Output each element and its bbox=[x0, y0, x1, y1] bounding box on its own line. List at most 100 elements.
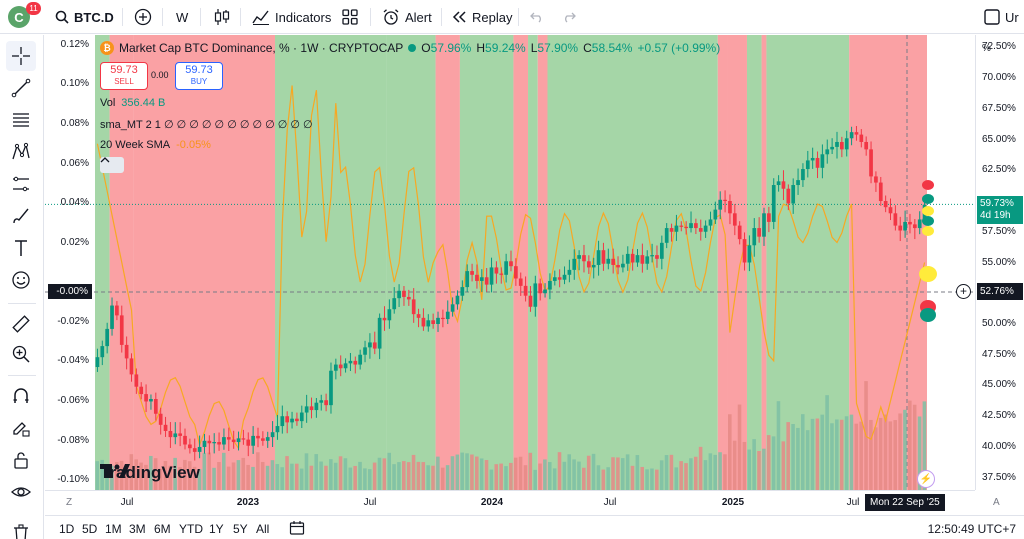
candle-body bbox=[285, 416, 290, 423]
price-chart[interactable] bbox=[45, 35, 975, 490]
candle-body bbox=[144, 394, 148, 402]
interval-button[interactable]: W bbox=[176, 0, 188, 34]
time-axis-label: Jul bbox=[363, 497, 377, 508]
keep-drawing-tool[interactable] bbox=[6, 413, 36, 443]
last-price-value: 59.73% bbox=[980, 198, 1014, 210]
add-alert-button[interactable]: + bbox=[956, 284, 971, 299]
interval-label: W bbox=[176, 9, 189, 25]
auto-scale-toggle[interactable]: A bbox=[993, 497, 1000, 508]
range-button-3m[interactable]: 3M bbox=[129, 522, 146, 536]
range-button-1y[interactable]: 1Y bbox=[209, 522, 224, 536]
redo-button[interactable] bbox=[562, 0, 576, 34]
candle-body bbox=[514, 266, 518, 279]
time-axis[interactable]: Mon 22 Sep '25 Jul 2023 Jul 2024 Jul 2025 Jul bbox=[45, 490, 975, 514]
volume-bar bbox=[202, 453, 207, 490]
symbol-search-button[interactable]: BTC.D bbox=[55, 0, 114, 34]
volume-bar bbox=[192, 466, 197, 490]
volume-bar bbox=[270, 460, 275, 490]
range-button-1d[interactable]: 1D bbox=[59, 522, 75, 536]
projection-tool[interactable] bbox=[6, 169, 36, 199]
fib-tool[interactable] bbox=[6, 105, 36, 135]
sma-mt-legend[interactable]: sma_MT 2 1 ∅ ∅ ∅ ∅ ∅ ∅ ∅ ∅ ∅ ∅ ∅ ∅ bbox=[100, 118, 313, 131]
volume-bar bbox=[299, 468, 304, 490]
candle-body bbox=[869, 149, 873, 177]
candle-body bbox=[129, 358, 134, 375]
volume-bar bbox=[572, 459, 576, 490]
volume-bar bbox=[567, 454, 572, 490]
range-button-5y[interactable]: 5Y bbox=[233, 522, 248, 536]
compare-symbol-button[interactable] bbox=[134, 0, 152, 34]
candle-body bbox=[864, 141, 869, 150]
volume-value: 356.44 B bbox=[121, 97, 166, 109]
user-avatar[interactable]: C bbox=[8, 6, 30, 28]
goto-date-button[interactable] bbox=[289, 520, 305, 539]
range-button-6m[interactable]: 6M bbox=[154, 522, 171, 536]
sma20-legend[interactable]: 20 Week SMA -0.05% bbox=[100, 139, 211, 151]
signal-dot bbox=[919, 266, 937, 282]
notification-badge[interactable]: 11 bbox=[26, 2, 41, 15]
ruler-tool[interactable] bbox=[6, 309, 36, 339]
volume-bar bbox=[411, 454, 416, 490]
collapse-legend-button[interactable] bbox=[100, 157, 124, 173]
candle-body bbox=[163, 424, 168, 431]
text-tool[interactable] bbox=[6, 233, 36, 263]
range-button-5d[interactable]: 5D bbox=[82, 522, 98, 536]
volume-bar bbox=[207, 452, 211, 490]
candle-body bbox=[450, 304, 455, 312]
lightning-button[interactable]: ⚡ bbox=[917, 470, 935, 488]
volume-bar bbox=[791, 424, 795, 490]
emoji-tool[interactable] bbox=[6, 265, 36, 295]
volume-bar bbox=[620, 458, 625, 490]
chart-pane[interactable]: ₿ Market Cap BTC Dominance, % · 1W · CRY… bbox=[45, 35, 975, 490]
legend-title[interactable]: Market Cap BTC Dominance, % · 1W · CRYPT… bbox=[119, 41, 404, 55]
range-button-1m[interactable]: 1M bbox=[105, 522, 122, 536]
candle-body bbox=[903, 221, 907, 231]
hide-drawings-tool[interactable] bbox=[6, 477, 36, 507]
zoom-tool[interactable] bbox=[6, 339, 36, 369]
candle-body bbox=[878, 182, 883, 202]
range-button-all[interactable]: All bbox=[256, 522, 270, 536]
clock[interactable]: 12:50:49 UTC+7 bbox=[927, 522, 1016, 536]
brush-tool[interactable] bbox=[6, 201, 36, 231]
volume-bar bbox=[513, 457, 518, 490]
alert-label: Alert bbox=[405, 9, 432, 25]
sell-button[interactable]: 59.73 SELL bbox=[100, 62, 148, 90]
layout-checkbox[interactable]: Ur bbox=[984, 0, 1019, 34]
volume-bar bbox=[596, 465, 601, 490]
high-value: 59.24% bbox=[485, 41, 526, 55]
lock-drawings-tool[interactable] bbox=[6, 445, 36, 475]
timezone-toggle[interactable]: Z bbox=[66, 497, 73, 508]
uptrend-zone bbox=[386, 35, 436, 490]
alert-button[interactable]: Alert bbox=[382, 0, 432, 34]
volume-bar bbox=[547, 462, 552, 490]
signal-dot bbox=[922, 194, 934, 204]
candle-body bbox=[222, 437, 226, 445]
divider bbox=[122, 8, 123, 26]
volume-bar bbox=[684, 463, 688, 490]
volume-legend[interactable]: Vol 356.44 B bbox=[100, 97, 165, 109]
chart-type-button[interactable] bbox=[214, 0, 230, 34]
remove-drawings-tool[interactable] bbox=[6, 518, 36, 539]
crosshair-tool[interactable] bbox=[6, 41, 36, 71]
buy-button[interactable]: 59.73 BUY bbox=[175, 62, 223, 90]
volume-bar bbox=[290, 463, 294, 490]
trend-line-tool[interactable] bbox=[6, 73, 36, 103]
indicators-button[interactable]: Indicators bbox=[252, 0, 331, 34]
candle-body bbox=[445, 311, 450, 320]
magnet-tool[interactable] bbox=[6, 381, 36, 411]
templates-button[interactable] bbox=[342, 0, 358, 34]
volume-bar bbox=[392, 464, 396, 490]
downtrend-zone bbox=[727, 35, 747, 490]
undo-button[interactable] bbox=[530, 0, 544, 34]
candle-body bbox=[333, 364, 338, 371]
candle-body bbox=[275, 426, 280, 433]
sma-mt-label: sma_MT 2 1 bbox=[100, 119, 161, 131]
candle-body bbox=[786, 188, 791, 204]
volume-bar bbox=[178, 467, 182, 490]
range-button-ytd[interactable]: YTD bbox=[179, 522, 203, 536]
pattern-tool[interactable] bbox=[6, 137, 36, 167]
right-scale-tick: 50.00% bbox=[982, 317, 1016, 329]
right-price-scale[interactable]: % 72.50%70.00%67.50%65.00%62.50%60.00%57… bbox=[975, 35, 1024, 490]
replay-button[interactable]: Replay bbox=[451, 0, 512, 34]
volume-bar bbox=[163, 461, 168, 490]
